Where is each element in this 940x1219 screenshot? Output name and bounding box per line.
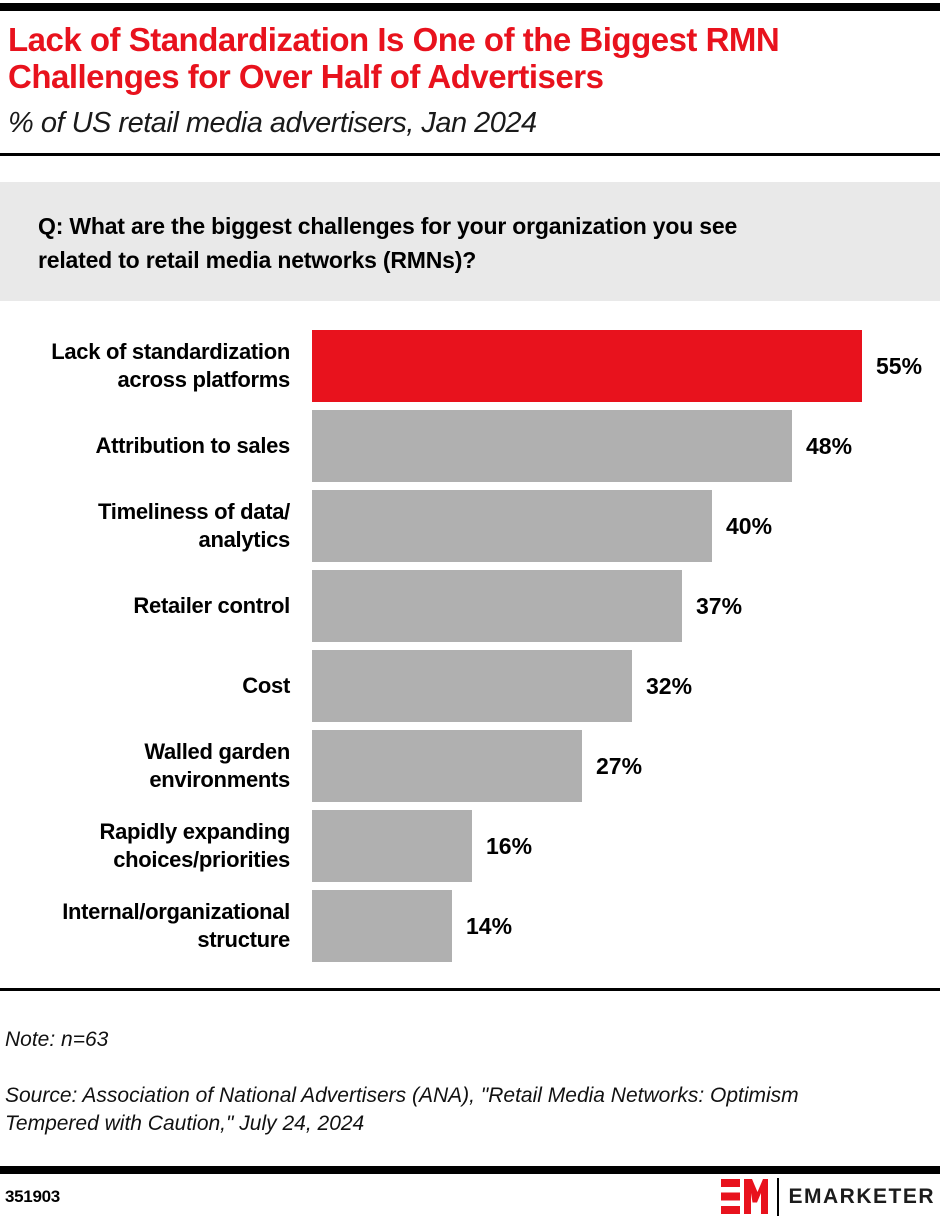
bar xyxy=(312,330,862,402)
bar-label: Attribution to sales xyxy=(95,433,291,458)
question-box: Q: What are the biggest challenges for y… xyxy=(0,182,940,301)
bar-row: Internal/organizational structure 14% xyxy=(0,890,940,962)
footer: 351903 EMARKETER xyxy=(0,1174,940,1219)
bar-row: Walled garden environments 27% xyxy=(0,730,940,802)
bar xyxy=(312,410,792,482)
chart-id: 351903 xyxy=(5,1186,60,1206)
bar xyxy=(312,490,712,562)
page-subtitle: % of US retail media advertisers, Jan 20… xyxy=(8,107,537,139)
bar-value: 32% xyxy=(646,672,693,699)
bar xyxy=(312,570,682,642)
bar-value: 40% xyxy=(726,512,773,539)
title-line-2: Challenges for Over Half of Advertisers xyxy=(8,58,604,95)
header: Lack of Standardization Is One of the Bi… xyxy=(0,11,940,141)
bar xyxy=(312,650,632,722)
bar-row: Lack of standardization across platforms… xyxy=(0,330,940,402)
brand-name: EMARKETER xyxy=(788,1184,935,1208)
bar-value: 14% xyxy=(466,912,513,939)
bar-row: Rapidly expanding choices/priorities 16% xyxy=(0,810,940,882)
question-text: Q: What are the biggest challenges for y… xyxy=(38,213,738,273)
footnotes: Note: n=63 Source: Association of Nation… xyxy=(0,991,940,1166)
bar-label: Internal/organizational structure xyxy=(62,899,290,952)
footnote-divider xyxy=(0,988,940,991)
bar-value: 48% xyxy=(806,432,853,459)
bar-value: 27% xyxy=(596,752,643,779)
bar-label: Timeliness of data/ analytics xyxy=(98,499,290,552)
bar-row: Attribution to sales 48% xyxy=(0,410,940,482)
bar xyxy=(312,890,452,962)
bar-row: Retailer control 37% xyxy=(0,570,940,642)
bar-value: 55% xyxy=(876,352,923,379)
brand-logo-divider xyxy=(777,1177,780,1216)
bar-label: Rapidly expanding choices/priorities xyxy=(99,819,291,872)
brand-logo: EMARKETER xyxy=(721,1177,935,1216)
header-divider xyxy=(0,153,940,156)
bar xyxy=(312,810,472,882)
bar-label: Lack of standardization across platforms xyxy=(51,339,290,392)
bar-row: Timeliness of data/ analytics 40% xyxy=(0,490,940,562)
page-title: Lack of Standardization Is One of the Bi… xyxy=(8,21,930,95)
bar-chart: Lack of standardization across platforms… xyxy=(0,330,940,962)
source-text: Source: Association of National Advertis… xyxy=(5,1084,799,1135)
bar-label: Walled garden environments xyxy=(144,739,290,792)
title-line-1: Lack of Standardization Is One of the Bi… xyxy=(8,21,780,58)
bar-value: 16% xyxy=(486,832,533,859)
bar-row: Cost 32% xyxy=(0,650,940,722)
bottom-rule xyxy=(0,1166,940,1174)
emarketer-monogram-icon xyxy=(721,1179,769,1214)
bar-value: 37% xyxy=(696,592,743,619)
bar-label: Cost xyxy=(242,673,290,698)
bar xyxy=(312,730,582,802)
note-text: Note: n=63 xyxy=(5,1028,109,1051)
top-rule xyxy=(0,3,940,11)
bar-label: Retailer control xyxy=(133,593,290,618)
